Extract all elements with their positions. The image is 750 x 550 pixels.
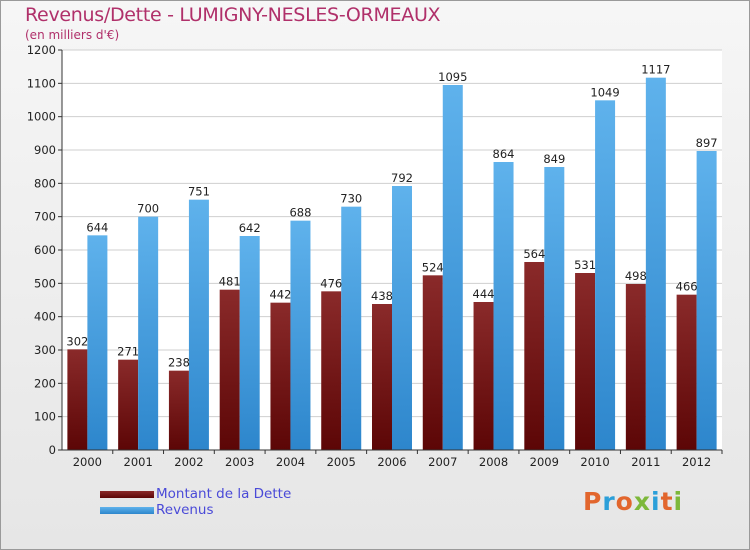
value-label-dette: 442 — [269, 288, 291, 302]
bar-dette — [118, 359, 139, 450]
bar-revenus — [341, 206, 362, 450]
y-tick-label: 700 — [34, 210, 56, 224]
value-label-revenus: 700 — [137, 202, 159, 216]
value-label-revenus: 897 — [696, 136, 718, 150]
x-tick-label: 2012 — [682, 455, 711, 469]
bar-dette — [625, 284, 646, 450]
bar-dette — [67, 349, 88, 450]
bar-dette — [168, 370, 189, 450]
x-tick-label: 2010 — [580, 455, 609, 469]
legend-item-dette: Montant de la Dette — [100, 486, 291, 502]
chart-title: Revenus/Dette - LUMIGNY-NESLES-ORMEAUX — [25, 4, 441, 26]
value-label-revenus: 1095 — [438, 70, 467, 84]
y-tick-label: 100 — [34, 410, 56, 424]
bars — [67, 77, 717, 451]
bar-revenus — [442, 85, 463, 450]
bar-dette — [372, 304, 392, 450]
legend-item-revenus: Revenus — [100, 502, 291, 518]
value-label-revenus: 1117 — [641, 63, 670, 77]
value-label-revenus: 849 — [543, 152, 565, 166]
axes: 0 100 200 300 400 500 600 700 800 900 1000 1100 1200… — [27, 43, 723, 469]
bar-dette — [270, 302, 291, 450]
value-label-revenus: 792 — [391, 171, 413, 185]
logo-letter: i — [673, 487, 684, 516]
legend: Montant de la Dette Revenus — [100, 486, 291, 518]
x-tick-label: 2000 — [73, 455, 102, 469]
logo-letter: P — [583, 487, 603, 516]
bar-revenus — [188, 199, 209, 450]
bar-revenus — [138, 216, 159, 450]
value-label-revenus: 751 — [188, 185, 210, 199]
logo-letter: i — [651, 487, 661, 516]
y-tick-label: 800 — [34, 176, 56, 190]
value-label-dette: 498 — [625, 269, 647, 283]
bar-revenus — [645, 77, 666, 451]
x-tick-label: 2002 — [174, 455, 203, 469]
bar-revenus — [696, 151, 717, 450]
value-label-dette: 438 — [371, 289, 393, 303]
bar-revenus — [493, 162, 514, 450]
x-tick-label: 2003 — [225, 455, 254, 469]
bar-dette — [524, 262, 545, 450]
x-tick-label: 2009 — [530, 455, 559, 469]
value-label-revenus: 642 — [239, 221, 261, 235]
value-label-revenus: 864 — [493, 147, 515, 161]
x-tick-label: 2011 — [631, 455, 660, 469]
x-tick-label: 2008 — [479, 455, 508, 469]
legend-label-dette: Montant de la Dette — [156, 486, 292, 502]
value-labels: 302 644 271 700 238 751 481 642 442 688 476 730 438 7… — [66, 63, 717, 370]
y-tick-label: 1200 — [27, 43, 56, 57]
y-tick-label: 1000 — [27, 110, 56, 124]
x-tick-label: 2001 — [124, 455, 153, 469]
y-tick-label: 500 — [34, 276, 56, 290]
value-label-dette: 271 — [117, 345, 139, 359]
value-label-dette: 444 — [473, 287, 495, 301]
logo-letter: x — [633, 487, 651, 516]
y-tick-label: 300 — [34, 343, 56, 357]
value-label-revenus: 688 — [289, 206, 311, 220]
y-tick-label: 600 — [34, 243, 56, 257]
x-tick-label: 2007 — [428, 455, 457, 469]
bar-dette — [219, 289, 240, 450]
legend-swatch-dette — [100, 490, 154, 498]
value-label-revenus: 1049 — [590, 85, 619, 99]
y-tick-label: 1100 — [27, 76, 56, 90]
bar-revenus — [87, 235, 108, 450]
y-tick-label: 900 — [34, 143, 56, 157]
y-tick-label: 200 — [34, 376, 56, 390]
value-label-revenus: 730 — [340, 192, 362, 206]
bar-revenus — [239, 236, 260, 450]
legend-swatch-revenus — [100, 506, 154, 514]
bar-revenus — [290, 220, 311, 450]
value-label-revenus: 644 — [86, 220, 108, 234]
value-label-dette: 238 — [168, 356, 190, 370]
x-tick-label: 2006 — [377, 455, 406, 469]
legend-label-revenus: Revenus — [156, 502, 214, 518]
value-label-dette: 524 — [422, 260, 444, 274]
proxiti-logo: Proxiti — [583, 487, 683, 516]
value-label-dette: 302 — [66, 334, 88, 348]
value-label-dette: 481 — [219, 275, 241, 289]
chart-subtitle: (en milliers d'€) — [25, 28, 120, 42]
value-label-dette: 564 — [523, 247, 545, 261]
value-label-dette: 466 — [676, 280, 698, 294]
bar-revenus — [595, 100, 616, 450]
bar-dette — [321, 291, 342, 450]
logo-letter: r — [602, 487, 616, 516]
bar-dette — [676, 294, 697, 450]
y-tick-label: 400 — [34, 310, 56, 324]
logo-letter: o — [615, 487, 634, 516]
bar-dette — [575, 273, 596, 450]
bar-dette — [473, 302, 494, 450]
logo-letter: t — [660, 487, 674, 516]
y-tick-label: 0 — [49, 443, 56, 457]
bar-revenus — [544, 167, 565, 450]
x-tick-label: 2005 — [327, 455, 356, 469]
bar-revenus — [392, 186, 412, 450]
value-label-dette: 476 — [320, 276, 342, 290]
bar-dette — [422, 275, 443, 450]
x-tick-label: 2004 — [276, 455, 305, 469]
value-label-dette: 531 — [574, 258, 596, 272]
